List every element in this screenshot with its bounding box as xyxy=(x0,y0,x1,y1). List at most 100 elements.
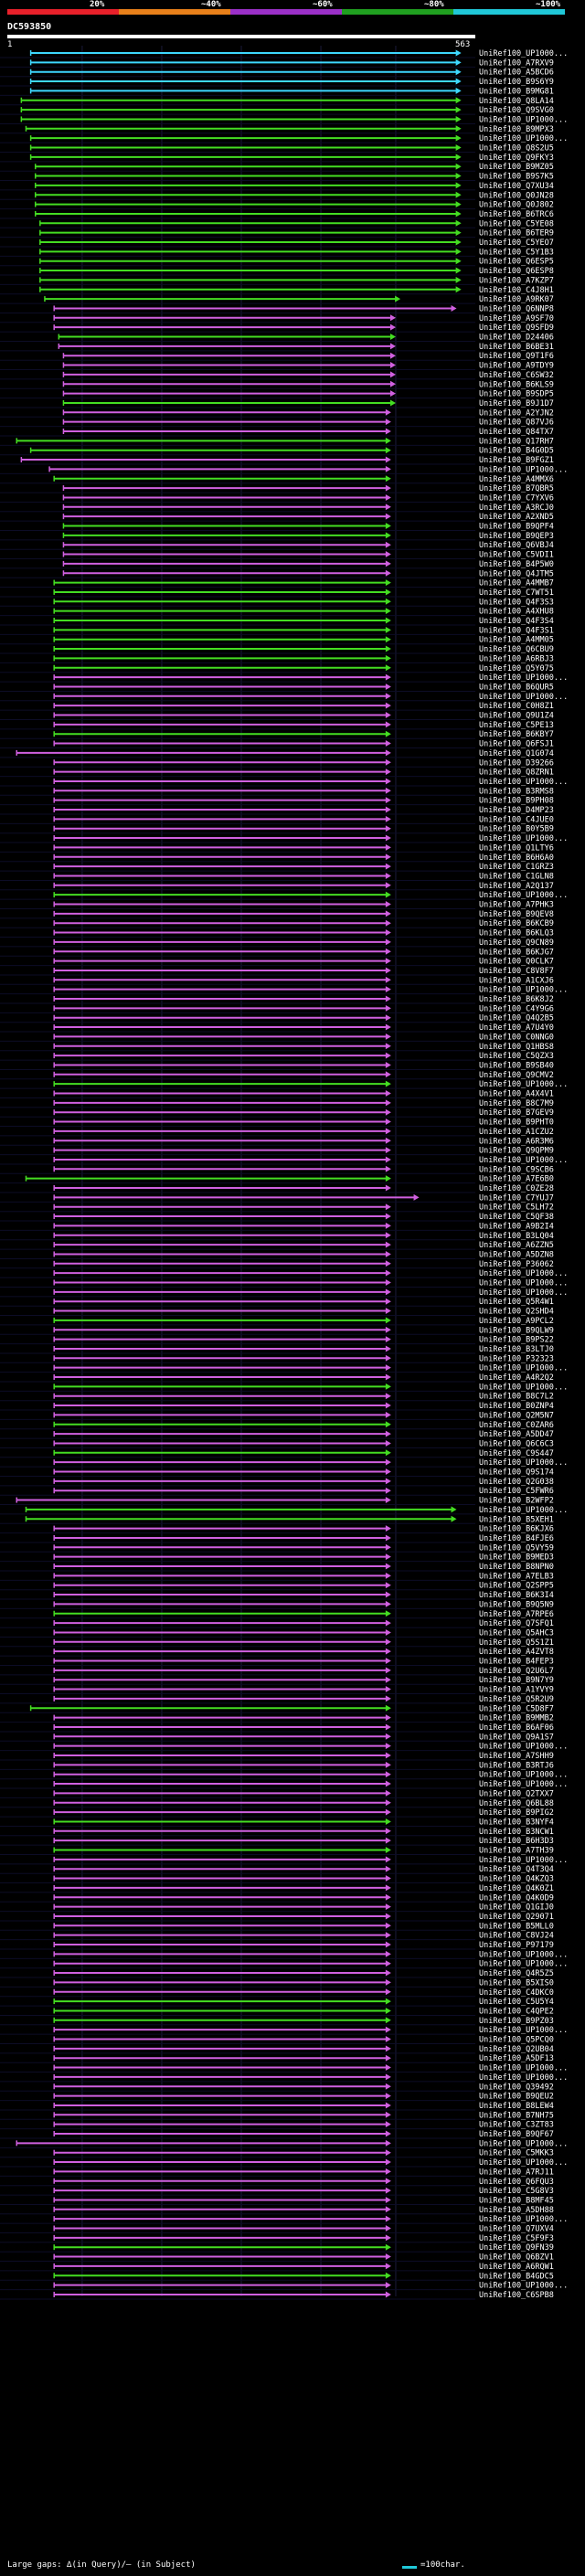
hit-row[interactable]: UniRef100_Q4F3S3 xyxy=(0,598,554,607)
hit-label[interactable]: UniRef100_UP1000... xyxy=(479,1780,568,1789)
hit-label[interactable]: UniRef100_UP1000... xyxy=(479,1364,568,1373)
hit-row[interactable]: UniRef100_UP1000... xyxy=(0,115,568,124)
hit-row[interactable]: UniRef100_Q9U1Z4 xyxy=(0,712,554,721)
hit-label[interactable]: UniRef100_UP1000... xyxy=(479,2158,568,2168)
hit-label[interactable]: UniRef100_UP1000... xyxy=(479,1856,568,1865)
hit-label[interactable]: UniRef100_Q6VBJ4 xyxy=(479,541,554,550)
hit-row[interactable]: UniRef100_B7QBR5 xyxy=(0,484,554,493)
hit-label[interactable]: UniRef100_B3LQ04 xyxy=(479,1232,554,1241)
hit-row[interactable]: UniRef100_UP1000... xyxy=(0,1279,568,1288)
hit-label[interactable]: UniRef100_B3RMS8 xyxy=(479,787,554,796)
hit-label[interactable]: UniRef100_C8VJ24 xyxy=(479,1932,554,1941)
hit-label[interactable]: UniRef100_C4Y9G6 xyxy=(479,1004,554,1013)
hit-row[interactable]: UniRef100_Q9SFD9 xyxy=(0,323,554,333)
hit-row[interactable]: UniRef100_A9RK07 xyxy=(0,295,554,304)
hit-label[interactable]: UniRef100_Q4F3S4 xyxy=(479,617,554,626)
hit-label[interactable]: UniRef100_B9QEV8 xyxy=(479,910,554,919)
hit-row[interactable]: UniRef100_UP1000... xyxy=(0,673,568,683)
hit-label[interactable]: UniRef100_A9TDY9 xyxy=(479,362,554,371)
hit-label[interactable]: UniRef100_UP1000... xyxy=(479,1279,568,1288)
hit-label[interactable]: UniRef100_B9QEP3 xyxy=(479,532,554,541)
hit-row[interactable]: UniRef100_B6K8J2 xyxy=(0,995,554,1004)
hit-label[interactable]: UniRef100_B5MLL0 xyxy=(479,1922,554,1931)
hit-label[interactable]: UniRef100_B5XEH1 xyxy=(479,1515,554,1524)
hit-row[interactable]: UniRef100_C5QZX3 xyxy=(0,1052,554,1061)
hit-row[interactable]: UniRef100_C5G8V3 xyxy=(0,2187,554,2196)
hit-row[interactable]: UniRef100_Q6CBU9 xyxy=(0,645,554,654)
hit-row[interactable]: UniRef100_B9PS22 xyxy=(0,1336,554,1345)
hit-row[interactable]: UniRef100_Q4F3S4 xyxy=(0,617,554,626)
hit-label[interactable]: UniRef100_A7U4Y0 xyxy=(479,1023,554,1033)
hit-label[interactable]: UniRef100_B9PS22 xyxy=(479,1336,554,1345)
hit-label[interactable]: UniRef100_B6KLQ3 xyxy=(479,929,554,938)
hit-label[interactable]: UniRef100_B9PH08 xyxy=(479,797,554,806)
hit-label[interactable]: UniRef100_A5DF13 xyxy=(479,2054,554,2063)
hit-label[interactable]: UniRef100_B9SB40 xyxy=(479,1061,554,1070)
hit-label[interactable]: UniRef100_UP1000... xyxy=(479,2026,568,2035)
hit-row[interactable]: UniRef100_A4R2Q2 xyxy=(0,1373,554,1383)
hit-label[interactable]: UniRef100_B9QLW9 xyxy=(479,1326,554,1335)
hit-label[interactable]: UniRef100_B7GEV9 xyxy=(479,1108,554,1118)
hit-label[interactable]: UniRef100_C0ZE28 xyxy=(479,1184,554,1193)
hit-label[interactable]: UniRef100_UP1000... xyxy=(479,1506,568,1515)
hit-row[interactable]: UniRef100_C5U5Y4 xyxy=(0,1998,554,2007)
hit-row[interactable]: UniRef100_C6SPB8 xyxy=(0,2291,554,2300)
hit-label[interactable]: UniRef100_B3NYF4 xyxy=(479,1818,554,1827)
hit-label[interactable]: UniRef100_Q5S1Z1 xyxy=(479,1638,554,1648)
hit-label[interactable]: UniRef100_Q0CLK7 xyxy=(479,958,554,967)
hit-row[interactable]: UniRef100_Q5S1Z1 xyxy=(0,1638,554,1648)
hit-label[interactable]: UniRef100_C0H8Z1 xyxy=(479,702,554,711)
hit-label[interactable]: UniRef100_Q6ESP8 xyxy=(479,267,554,276)
hit-label[interactable]: UniRef100_Q4Q2B5 xyxy=(479,1014,554,1023)
hit-label[interactable]: UniRef100_UP1000... xyxy=(479,2139,568,2148)
hit-row[interactable]: UniRef100_A7TH39 xyxy=(0,1847,554,1856)
hit-label[interactable]: UniRef100_A1CXJ6 xyxy=(479,976,554,985)
hit-row[interactable]: UniRef100_UP1000... xyxy=(0,1080,568,1089)
hit-label[interactable]: UniRef100_A7TH39 xyxy=(479,1847,554,1856)
hit-label[interactable]: UniRef100_A4MMB7 xyxy=(479,579,554,588)
hit-label[interactable]: UniRef100_P32323 xyxy=(479,1354,554,1363)
hit-label[interactable]: UniRef100_B8NPN0 xyxy=(479,1563,554,1572)
hit-label[interactable]: UniRef100_A4X4V1 xyxy=(479,1090,554,1099)
hit-row[interactable]: UniRef100_Q2M5N7 xyxy=(0,1411,554,1420)
hit-row[interactable]: UniRef100_C9SCB6 xyxy=(0,1165,554,1174)
hit-row[interactable]: UniRef100_C5FWR6 xyxy=(0,1487,554,1496)
hit-label[interactable]: UniRef100_A7SHH9 xyxy=(479,1752,554,1761)
hit-row[interactable]: UniRef100_UP1000... xyxy=(0,465,568,474)
hit-row[interactable]: UniRef100_A4MMB7 xyxy=(0,579,554,588)
hit-row[interactable]: UniRef100_UP1000... xyxy=(0,1364,568,1373)
hit-row[interactable]: UniRef100_A5BCD6 xyxy=(0,69,554,78)
hit-label[interactable]: UniRef100_Q9QPM9 xyxy=(479,1147,554,1156)
hit-label[interactable]: UniRef100_B6QUR5 xyxy=(479,683,554,692)
hit-row[interactable]: UniRef100_Q5R4W1 xyxy=(0,1298,554,1307)
hit-label[interactable]: UniRef100_B5XIS0 xyxy=(479,1978,554,1988)
hit-label[interactable]: UniRef100_C5MKK3 xyxy=(479,2149,554,2158)
hit-label[interactable]: UniRef100_B6TER9 xyxy=(479,229,554,239)
hit-label[interactable]: UniRef100_B4GDC5 xyxy=(479,2272,554,2281)
hit-label[interactable]: UniRef100_B7NH75 xyxy=(479,2111,554,2120)
hit-label[interactable]: UniRef100_Q87VJ6 xyxy=(479,419,554,428)
hit-label[interactable]: UniRef100_A4MMX6 xyxy=(479,475,554,484)
hit-row[interactable]: UniRef100_A1CXJ6 xyxy=(0,976,554,985)
hit-row[interactable]: UniRef100_B9N7Y9 xyxy=(0,1676,554,1685)
hit-row[interactable]: UniRef100_A5DZN8 xyxy=(0,1250,554,1259)
hit-label[interactable]: UniRef100_Q5VY59 xyxy=(479,1543,554,1553)
hit-row[interactable]: UniRef100_UP1000... xyxy=(0,1506,568,1515)
hit-row[interactable]: UniRef100_B8C7M9 xyxy=(0,1099,554,1108)
hit-label[interactable]: UniRef100_B8MF45 xyxy=(479,2196,554,2205)
hit-row[interactable]: UniRef100_A9SF70 xyxy=(0,314,554,323)
hit-label[interactable]: UniRef100_Q9FN39 xyxy=(479,2243,554,2253)
hit-row[interactable]: UniRef100_A4ZVT8 xyxy=(0,1648,554,1657)
hit-row[interactable]: UniRef100_B9MG81 xyxy=(0,87,554,96)
hit-label[interactable]: UniRef100_Q6FSJ1 xyxy=(479,740,554,749)
hit-label[interactable]: UniRef100_P97179 xyxy=(479,1941,554,1950)
hit-row[interactable]: UniRef100_A6RQW1 xyxy=(0,2263,554,2272)
hit-row[interactable]: UniRef100_A7RJ11 xyxy=(0,2168,554,2177)
hit-label[interactable]: UniRef100_Q2U6L7 xyxy=(479,1667,554,1676)
hit-row[interactable]: UniRef100_Q39492 xyxy=(0,2083,554,2092)
hit-row[interactable]: UniRef100_B9S7K5 xyxy=(0,173,554,182)
hit-label[interactable]: UniRef100_A4R2Q2 xyxy=(479,1373,554,1383)
hit-row[interactable]: UniRef100_Q4F3S1 xyxy=(0,626,554,635)
hit-row[interactable]: UniRef100_C7WT51 xyxy=(0,588,554,598)
hit-label[interactable]: UniRef100_C4QPE2 xyxy=(479,2007,554,2016)
